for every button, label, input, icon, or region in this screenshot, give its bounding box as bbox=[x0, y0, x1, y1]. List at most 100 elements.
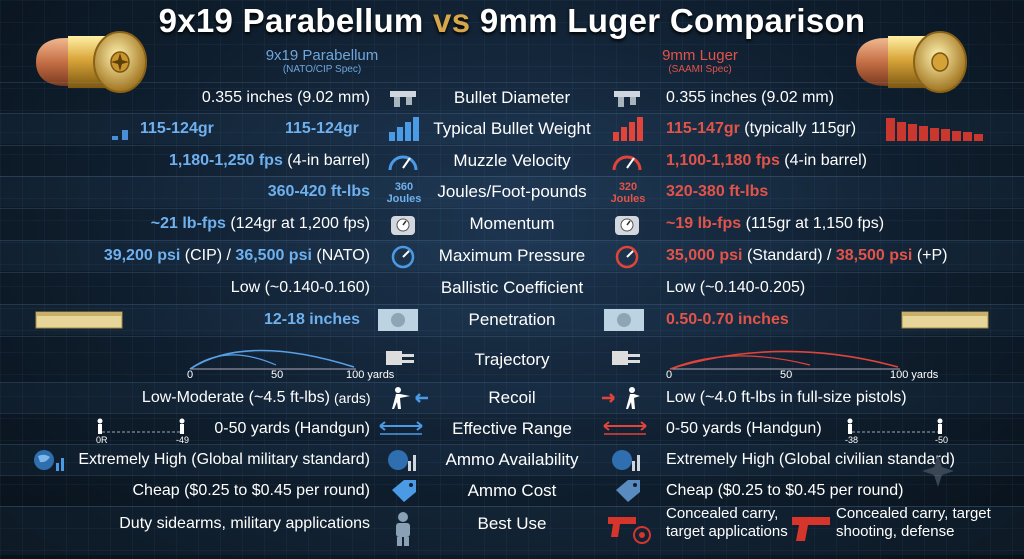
row-label: Muzzle Velocity bbox=[453, 151, 571, 170]
row-label: Typical Bullet Weight bbox=[433, 119, 591, 138]
gel-block-icon bbox=[34, 307, 124, 333]
right-value-b: (Standard) / bbox=[742, 247, 836, 264]
row-label: Momentum bbox=[469, 214, 555, 233]
left-value-d: (NATO) bbox=[311, 247, 370, 264]
title-right: 9mm Luger Comparison bbox=[479, 2, 866, 39]
right-value: 1,100-1,180 fps (4-in barrel) bbox=[666, 146, 867, 176]
range-tick: -49 bbox=[176, 435, 190, 445]
right-value-b: (4-in barrel) bbox=[779, 152, 867, 169]
left-value: ~21 lb-fps (124gr at 1,200 fps) bbox=[120, 209, 370, 239]
row-energy: 360-420 ft-lbs 360 Joules Joules/Foot-po… bbox=[0, 176, 1024, 207]
weight-bars-icon bbox=[884, 116, 994, 142]
row-bullet-weight: 115-124gr 115-124gr Typical Bullet Weigh… bbox=[0, 113, 1024, 144]
right-value-b: (typically 115gr) bbox=[739, 120, 857, 137]
right-value: 35,000 psi (Standard) / 38,500 psi (+P) bbox=[666, 241, 948, 271]
trajectory-tick: 0 bbox=[187, 369, 194, 381]
title-vs: vs bbox=[433, 2, 471, 39]
row-muzzle-velocity: 1,180-1,250 fps (4-in barrel) Muzzle Vel… bbox=[0, 145, 1024, 176]
joules-badge-right: 320 Joules bbox=[610, 181, 646, 205]
row-label: Ammo Availability bbox=[445, 450, 579, 469]
row-ballistic-coefficient: Low (~0.140-0.160) Ballistic Coefficient… bbox=[0, 272, 1024, 303]
row-label: Penetration bbox=[468, 310, 556, 329]
right-value: 0-50 yards (Handgun) bbox=[666, 420, 822, 437]
header-left-name: 9x19 Parabellum bbox=[265, 47, 379, 64]
row-label: Ballistic Coefficient bbox=[440, 278, 584, 297]
price-tag-icon bbox=[386, 478, 420, 504]
left-value-c: 36,500 psi bbox=[235, 247, 312, 264]
right-value-a: 1,100-1,180 fps bbox=[666, 152, 780, 169]
row-label: Recoil bbox=[488, 388, 536, 407]
header-right: 9mm Luger (SAAMI Spec) bbox=[660, 48, 740, 75]
target-stand-icon bbox=[840, 416, 950, 442]
soldier-icon bbox=[386, 511, 420, 547]
row-recoil: Low-Moderate (~4.5 ft-lbs) (ards) Recoil… bbox=[0, 382, 1024, 413]
left-value-b: (124gr at 1,200 fps) bbox=[225, 215, 370, 232]
row-label: Trajectory bbox=[474, 350, 550, 369]
right-value: Cheap ($0.25 to $0.45 per round) bbox=[666, 482, 904, 499]
pistol-icon bbox=[606, 511, 652, 547]
row-penetration: 12-18 inches Penetration 0.50-0.70 inche… bbox=[0, 304, 1024, 335]
gauge-icon bbox=[610, 243, 644, 269]
left-value: Low (~0.140-0.160) bbox=[230, 279, 370, 296]
right-value: Extremely High (Global civilian standard… bbox=[666, 451, 955, 468]
row-momentum: ~21 lb-fps (124gr at 1,200 fps) Momentum… bbox=[0, 208, 1024, 239]
row-label: Joules/Foot-pounds bbox=[437, 182, 587, 201]
speedometer-icon bbox=[610, 148, 644, 174]
trajectory-tick: 50 bbox=[780, 369, 793, 381]
right-value: Low (~4.0 ft-lbs in full-size pistols) bbox=[666, 389, 907, 406]
caliper-icon bbox=[610, 85, 644, 111]
left-value-a: 39,200 psi bbox=[103, 247, 181, 264]
right-value-c: Concealed carry, target bbox=[836, 505, 991, 522]
weight-bars-icon bbox=[386, 116, 420, 142]
plug-icon bbox=[606, 345, 646, 371]
price-tag-icon bbox=[610, 478, 644, 504]
trajectory-chart-right bbox=[669, 350, 900, 370]
right-value-c: 38,500 psi bbox=[835, 247, 913, 264]
header-left: 9x19 Parabellum (NATO/CIP Spec) bbox=[262, 48, 382, 75]
target-stand-icon bbox=[92, 416, 192, 442]
row-trajectory: 0 50 100 yards Trajectory 0 50 100 yards bbox=[0, 336, 1024, 383]
globe-chart-icon bbox=[32, 447, 68, 473]
left-value-b: 115-124gr bbox=[285, 120, 359, 137]
trajectory-tick: 50 bbox=[271, 369, 284, 381]
row-effective-range: 0R -49 0-50 yards (Handgun) Effective Ra… bbox=[0, 413, 1024, 445]
bullet-left-icon bbox=[30, 26, 148, 98]
block-icon bbox=[602, 307, 646, 333]
range-tick: 0R bbox=[96, 435, 108, 445]
row-label: Ammo Cost bbox=[467, 481, 557, 500]
right-value: 115-147gr (typically 115gr) bbox=[666, 114, 856, 144]
left-value: 0-50 yards (Handgun) bbox=[214, 420, 370, 437]
trajectory-tick: 0 bbox=[666, 369, 673, 381]
row-max-pressure: 39,200 psi (CIP) / 36,500 psi (NATO) Max… bbox=[0, 240, 1024, 271]
left-value: 12-18 inches bbox=[263, 311, 360, 328]
row-bullet-diameter: 0.355 inches (9.02 mm) Bullet Diameter 0… bbox=[0, 82, 1024, 113]
row-label: Effective Range bbox=[452, 419, 572, 438]
right-value: 0.355 inches (9.02 mm) bbox=[666, 89, 835, 106]
shooter-icon bbox=[600, 385, 646, 411]
arrow-icon bbox=[376, 416, 426, 442]
sparkle-icon bbox=[918, 453, 958, 489]
right-value: ~19 lb-fps (115gr at 1,150 fps) bbox=[666, 209, 884, 239]
right-value-a: ~19 lb-fps bbox=[666, 215, 742, 232]
left-value-a: ~21 lb-fps bbox=[150, 215, 226, 232]
pistol-icon bbox=[790, 511, 834, 543]
gauge-icon bbox=[386, 243, 420, 269]
range-tick: -50 bbox=[935, 435, 949, 445]
left-value: Duty sidearms, military applications bbox=[119, 515, 370, 532]
right-value: 0.50-0.70 inches bbox=[666, 311, 789, 328]
range-tick: -38 bbox=[845, 435, 859, 445]
right-value: Low (~0.140-0.205) bbox=[666, 279, 806, 296]
right-value-a: 115-147gr bbox=[666, 120, 740, 137]
left-value: 39,200 psi (CIP) / 36,500 psi (NATO) bbox=[60, 241, 370, 271]
trajectory-chart-left bbox=[189, 349, 356, 370]
right-value-b: (115gr at 1,150 fps) bbox=[741, 215, 885, 232]
left-value-a: 1,180-1,250 fps bbox=[169, 152, 283, 169]
title-left: 9x19 Parabellum bbox=[158, 2, 424, 39]
right-value-d: shooting, defense bbox=[836, 523, 955, 540]
right-value-d: (+P) bbox=[912, 247, 948, 264]
header-right-name: 9mm Luger bbox=[662, 47, 738, 64]
globe-chart-icon bbox=[386, 447, 420, 473]
trajectory-tick: 100 yards bbox=[890, 369, 939, 381]
